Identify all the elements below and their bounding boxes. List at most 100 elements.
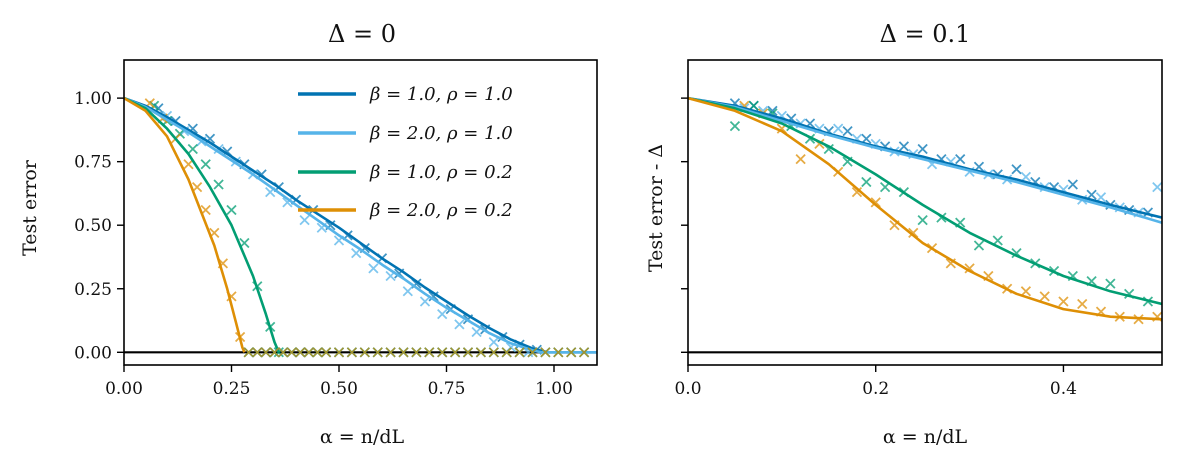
panel-left-xlabel: α = n/dL <box>320 426 405 448</box>
left-zero-marker <box>475 347 486 358</box>
left-series-1-marker <box>488 336 499 348</box>
right-series-3-marker <box>870 197 881 208</box>
left-series-1-marker <box>368 263 379 274</box>
right-series-2-markers <box>729 100 1154 307</box>
left-series-0-marker <box>428 291 439 302</box>
left-series-1-marker <box>351 248 362 259</box>
legend-label-3: β = 2.0, ρ = 0.2 <box>369 200 513 221</box>
left-series-2-marker <box>200 159 211 170</box>
left-zero-marker <box>566 347 577 358</box>
left-series-1-marker <box>454 319 465 330</box>
left-zero-marker <box>286 347 297 358</box>
left-series-1-marker <box>437 309 448 320</box>
right-series-0-line <box>688 96 1162 219</box>
panel-left-ylabel: Test error <box>19 159 41 256</box>
left-ytick-label: 0.50 <box>74 216 112 236</box>
left-zero-marker <box>303 347 314 358</box>
left-zero-marker <box>514 347 525 358</box>
left-series-1-marker <box>299 214 310 226</box>
right-series-1-line <box>688 96 1162 224</box>
left-ytick-label: 0.00 <box>74 343 112 363</box>
right-series-3-marker <box>1039 291 1050 302</box>
left-zero-marker <box>527 347 538 358</box>
left-series-2-marker <box>187 143 198 155</box>
left-series-1-marker <box>402 286 413 297</box>
left-ytick-label: 1.00 <box>74 89 112 109</box>
left-zero-marker <box>252 347 263 358</box>
left-xtick-label: 0.50 <box>320 379 358 399</box>
left-zero-marker <box>553 347 564 358</box>
left-zero-marker <box>501 347 512 358</box>
right-series-3-marker <box>1058 296 1069 307</box>
panel-right-ylabel: Test error - Δ <box>645 144 667 272</box>
left-zero-marker <box>333 347 345 358</box>
right-series-0-marker <box>1067 179 1078 190</box>
panel-right-plot: 0.0 0.2 0.4 <box>674 59 1163 399</box>
right-series-0-marker <box>1011 164 1022 175</box>
panel-right-title: Δ = 0.1 <box>880 20 971 48</box>
left-zero-marker <box>295 347 306 358</box>
left-zero-marker <box>411 347 422 358</box>
left-zero-marker <box>260 347 271 358</box>
left-series-1-marker <box>471 326 482 338</box>
left-series-1-marker <box>419 296 431 307</box>
left-series-0-line <box>124 96 597 354</box>
panel-left-title: Δ = 0 <box>328 20 396 48</box>
left-zero-marker <box>398 347 409 358</box>
panel-right: Δ = 0.1 α = n/dL Test error - Δ 0.0 0.2 0.… <box>645 20 1163 448</box>
legend-entry-0: β = 1.0, ρ = 1.0 <box>298 84 513 105</box>
legend-entry-1: β = 2.0, ρ = 1.0 <box>298 123 513 144</box>
legend-entry-3: β = 2.0, ρ = 0.2 <box>298 200 513 221</box>
left-series-3-marker <box>183 159 194 170</box>
panel-left: Δ = 0 α = n/dL Test error 0.00 0.25 0.50 0.… <box>19 20 598 448</box>
left-xtick-label: 0.00 <box>105 379 143 399</box>
right-series-0-marker <box>898 141 910 152</box>
right-xtick-label: 0.0 <box>674 379 701 399</box>
right-series-3-markers <box>739 100 1162 325</box>
right-series-3-marker <box>1020 286 1032 297</box>
right-plot-area <box>688 96 1162 354</box>
legend: β = 1.0, ρ = 1.0 β = 2.0, ρ = 1.0 β = 1.… <box>298 84 513 221</box>
left-zero-marker <box>462 347 474 358</box>
panel-left-plot: 0.00 0.25 0.50 0.75 1.00 0.00 0.25 0.50 0.75 1.00 <box>74 59 598 399</box>
right-series-3-marker <box>851 187 863 198</box>
left-zero-marker <box>424 347 435 358</box>
legend-label-1: β = 2.0, ρ = 1.0 <box>369 123 513 144</box>
legend-entry-2: β = 1.0, ρ = 0.2 <box>298 162 513 183</box>
left-zero-marker <box>385 347 396 358</box>
right-frame <box>687 59 1163 366</box>
right-series-3-marker <box>1077 298 1088 310</box>
right-series-1-marker <box>1152 181 1162 193</box>
left-ytick-label: 0.75 <box>74 153 112 173</box>
right-series-2-marker <box>973 240 985 251</box>
left-frame <box>123 59 598 366</box>
left-zero-marker <box>346 347 357 358</box>
right-series-2-marker <box>861 176 872 188</box>
right-xtick-label: 0.4 <box>1050 379 1077 399</box>
left-series-2-marker <box>226 204 237 216</box>
left-zero-marker <box>540 347 551 358</box>
left-zero-marker <box>488 347 499 358</box>
left-zero-marker <box>372 347 383 358</box>
left-xtick-label: 0.75 <box>428 379 466 399</box>
left-plot-area <box>124 96 597 358</box>
right-series-2-marker <box>992 235 1003 246</box>
left-zero-marker <box>269 347 280 358</box>
left-xtick-label: 0.25 <box>213 379 251 399</box>
left-series-2-line <box>124 96 280 353</box>
right-series-2-marker <box>1105 278 1116 289</box>
right-series-0-marker <box>842 126 853 137</box>
left-series-3-line <box>124 96 246 353</box>
left-zero-marker <box>312 347 323 358</box>
left-zero-markers <box>243 347 590 358</box>
panel-right-xlabel: α = n/dL <box>883 426 968 448</box>
left-zero-marker <box>321 347 332 358</box>
left-series-3-marker <box>191 181 203 193</box>
left-zero-marker <box>437 347 448 358</box>
legend-label-2: β = 1.0, ρ = 0.2 <box>369 162 513 183</box>
left-zero-marker <box>278 347 289 358</box>
legend-label-0: β = 1.0, ρ = 1.0 <box>369 84 513 105</box>
left-ytick-label: 0.25 <box>74 280 112 300</box>
left-xtick-label: 1.00 <box>535 379 573 399</box>
